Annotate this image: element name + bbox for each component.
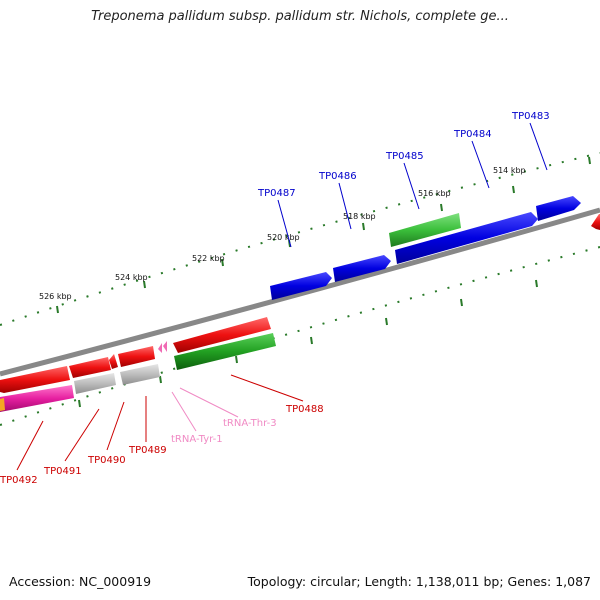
leader-line — [106, 401, 125, 451]
gene-label[interactable]: TP0484 — [453, 129, 492, 140]
gene-arrow[interactable] — [591, 214, 600, 230]
genome-backbone — [0, 207, 600, 377]
gene-label[interactable]: TP0488 — [285, 404, 324, 415]
gene-arrow[interactable] — [333, 255, 391, 282]
trna-label[interactable]: tRNA-Thr-3 — [223, 418, 277, 429]
gene-arrow[interactable] — [118, 346, 155, 367]
gene-label[interactable]: TP0489 — [128, 445, 167, 456]
leader-line — [16, 420, 44, 471]
scale-label: 526 kbp — [39, 292, 72, 301]
leader-line — [179, 387, 239, 418]
forward-genes — [270, 196, 600, 300]
page-title: Treponema pallidum subsp. pallidum str. … — [91, 9, 509, 24]
gene-label[interactable]: TP0483 — [511, 111, 550, 122]
gene-label[interactable]: TP0486 — [318, 171, 357, 182]
leader-line — [277, 199, 292, 248]
gene-arrow[interactable] — [120, 364, 160, 385]
outer-tick-track — [0, 152, 600, 326]
gene-label[interactable]: TP0487 — [257, 188, 296, 199]
trna-label[interactable]: tRNA-Tyr-1 — [171, 434, 223, 445]
gene-arrow[interactable] — [173, 317, 271, 353]
gene-arrow[interactable] — [389, 213, 461, 247]
inner-tick-track — [0, 246, 600, 426]
leader-line — [171, 391, 197, 432]
gene-arrow[interactable] — [174, 333, 276, 370]
gene-arrow[interactable] — [74, 373, 116, 394]
gene-label[interactable]: TP0492 — [0, 475, 38, 486]
scale-label: 514 kbp — [493, 166, 526, 175]
gene-label[interactable]: TP0490 — [87, 455, 126, 466]
scale-label: 520 kbp — [267, 233, 300, 242]
genome-summary-text: Topology: circular; Length: 1,138,011 bp… — [247, 574, 591, 589]
leader-line — [529, 122, 548, 171]
gene-arrow[interactable] — [0, 366, 70, 393]
gene-arrow[interactable] — [0, 398, 5, 411]
leader-line — [230, 374, 304, 402]
gene-label[interactable]: TP0485 — [385, 151, 424, 162]
gene-arrow[interactable] — [69, 357, 111, 378]
leader-line — [338, 182, 352, 230]
reverse-genes — [0, 317, 276, 412]
gene-arrow[interactable] — [536, 196, 581, 221]
scale-label: 524 kbp — [115, 273, 148, 282]
scale-label: 522 kbp — [192, 254, 225, 263]
gene-arrow[interactable] — [109, 354, 118, 369]
gene-label[interactable]: TP0491 — [43, 466, 82, 477]
gene-arrow[interactable] — [270, 272, 332, 300]
leader-line — [403, 162, 420, 210]
major-ticks-inner — [78, 279, 538, 408]
gene-arrow[interactable] — [0, 385, 74, 412]
accession-text: Accession: NC_000919 — [9, 574, 152, 589]
major-ticks-outer — [56, 156, 591, 314]
scale-label: 518 kbp — [343, 212, 376, 221]
gene-arrow[interactable] — [395, 212, 538, 264]
leader-line — [471, 140, 490, 189]
scale-label: 516 kbp — [418, 189, 451, 198]
trna-arrow[interactable] — [163, 341, 167, 352]
leader-line — [64, 408, 100, 462]
trna-arrow[interactable] — [158, 343, 162, 353]
